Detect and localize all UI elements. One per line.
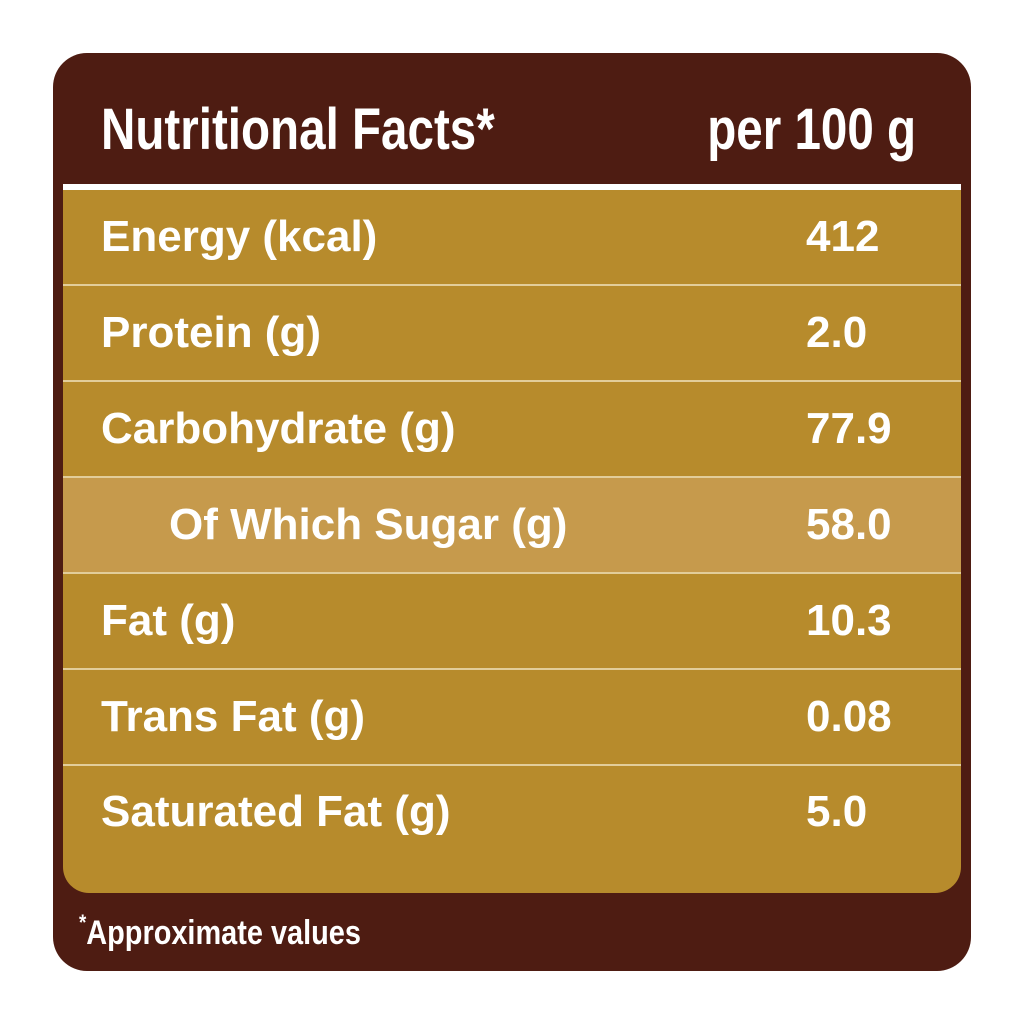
nutrient-row-protein: Protein (g) 2.0: [63, 286, 961, 382]
nutrient-row-energy: Energy (kcal) 412: [63, 190, 961, 286]
nutrient-label: Energy (kcal): [101, 212, 378, 261]
table-title: Nutritional Facts*: [101, 96, 495, 162]
nutrient-value: 77.9: [806, 404, 892, 453]
nutrient-value: 5.0: [806, 786, 868, 836]
table-header: Nutritional Facts* per 100 g: [101, 89, 916, 169]
nutrient-row-fat: Fat (g) 10.3: [63, 574, 961, 670]
nutrient-label: Saturated Fat (g): [101, 786, 451, 836]
nutrient-table: Energy (kcal) 412 Protein (g) 2.0 Carboh…: [63, 190, 961, 893]
nutrition-facts-panel: Nutritional Facts* per 100 g Energy (kca…: [53, 53, 971, 971]
nutrient-label: Protein (g): [101, 308, 321, 357]
nutrient-row-trans-fat: Trans Fat (g) 0.08: [63, 670, 961, 766]
nutrient-label: Fat (g): [101, 596, 236, 645]
serving-basis: per 100 g: [707, 96, 917, 162]
nutrient-row-saturated-fat: Saturated Fat (g) 5.0: [63, 766, 961, 893]
nutrient-value: 412: [806, 212, 880, 261]
nutrient-value: 10.3: [806, 596, 892, 645]
nutrient-row-sugar: Of Which Sugar (g) 58.0: [63, 478, 961, 574]
nutrient-value: 0.08: [806, 692, 892, 741]
nutrient-value: 2.0: [806, 308, 868, 357]
nutrient-label: Carbohydrate (g): [101, 404, 456, 453]
nutrient-value: 58.0: [806, 500, 892, 549]
nutrient-label: Of Which Sugar (g): [169, 500, 568, 549]
nutrient-row-carbohydrate: Carbohydrate (g) 77.9: [63, 382, 961, 478]
footnote: *Approximate values: [79, 910, 361, 953]
footnote-text: Approximate values: [86, 914, 361, 952]
nutrient-label: Trans Fat (g): [101, 692, 366, 741]
header-divider: [63, 184, 961, 190]
footnote-mark: *: [79, 910, 87, 935]
